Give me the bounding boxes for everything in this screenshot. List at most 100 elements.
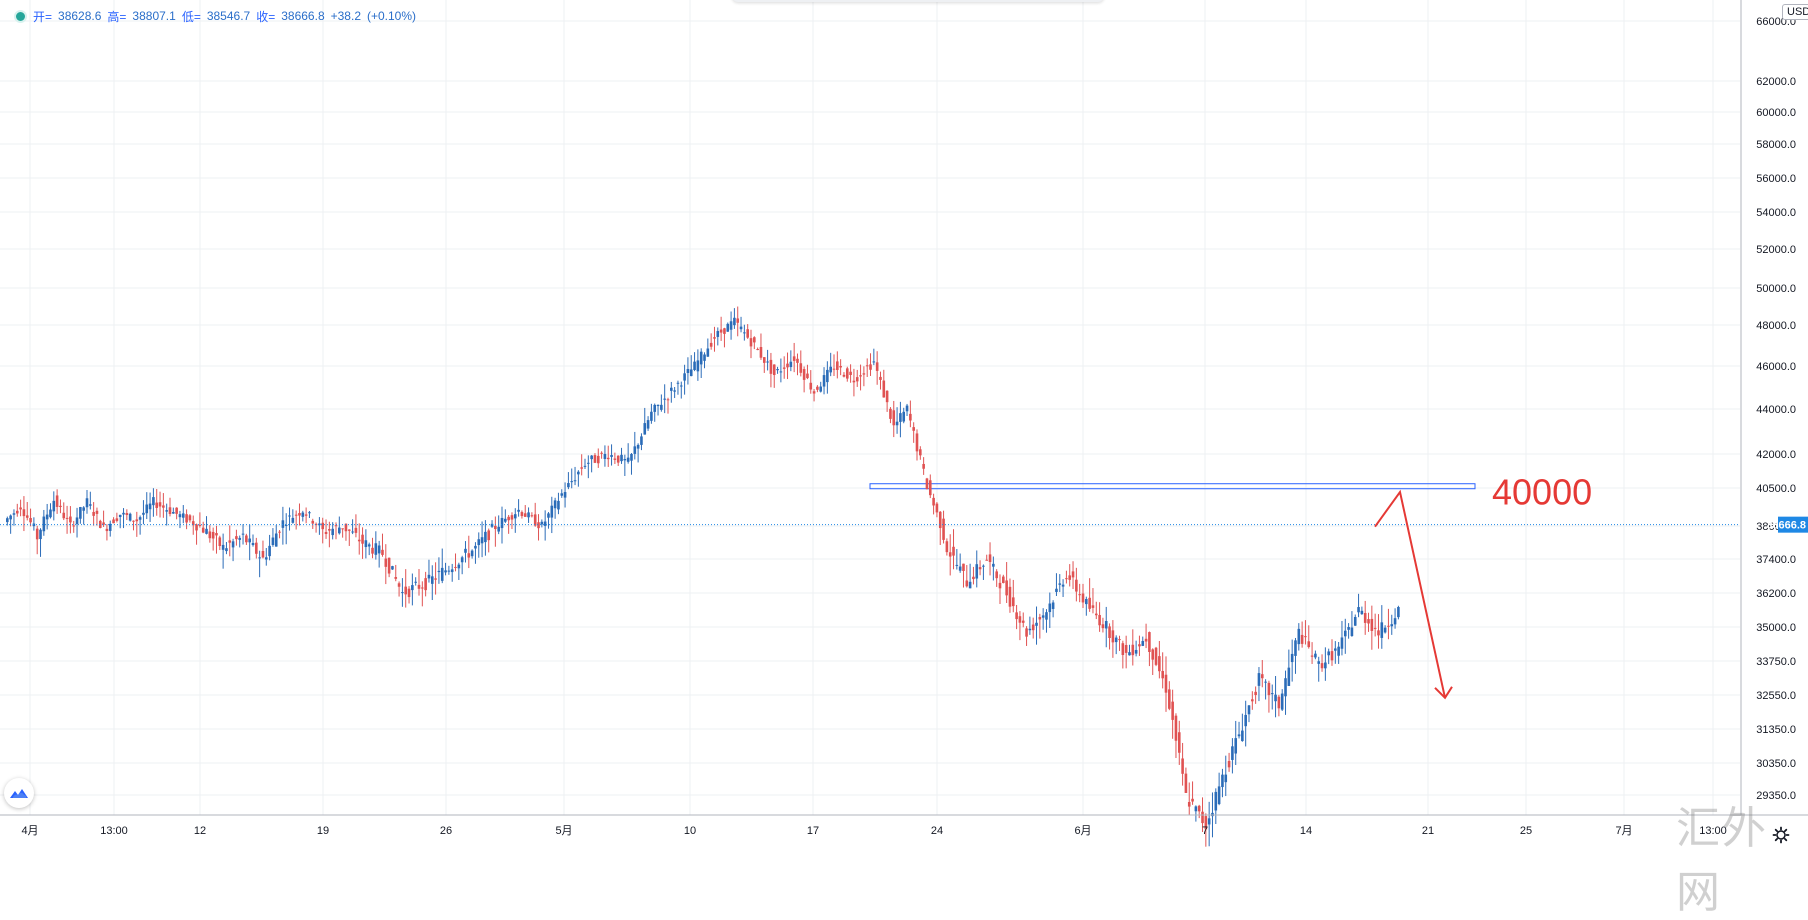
candle-body [281, 520, 285, 528]
candle-down [759, 333, 763, 360]
candle-down [998, 574, 1002, 604]
candle-up [6, 516, 9, 526]
candle-body [248, 538, 251, 543]
candle-body [547, 513, 550, 518]
candle-down [1363, 600, 1367, 635]
candle-body [115, 518, 119, 521]
candle-down [812, 389, 816, 402]
candle-down [1181, 742, 1184, 786]
settings-gear-icon[interactable] [1772, 826, 1790, 844]
candle-up [1327, 648, 1330, 665]
candle-down [328, 521, 331, 548]
candle-body [915, 433, 919, 452]
candle-body [842, 374, 846, 377]
candle-down [494, 516, 497, 547]
x-tick-label: 12 [194, 825, 206, 837]
candle-body [955, 564, 959, 566]
candle-down [215, 525, 218, 554]
top-panel-tab[interactable] [732, 0, 1104, 2]
candle-body [1131, 644, 1135, 656]
candle-up [1393, 608, 1397, 629]
candle-body [1324, 662, 1327, 669]
candle-up [693, 352, 696, 372]
y-tick-label: 32550.0 [1756, 690, 1796, 702]
candle-down [112, 517, 115, 524]
candle-body [689, 369, 693, 377]
candle-up [670, 381, 673, 403]
tradingview-logo-icon[interactable] [4, 778, 34, 808]
candle-body [69, 516, 72, 523]
candle-down [371, 537, 374, 559]
candle-body [776, 369, 779, 371]
candle-down [792, 342, 796, 373]
chart-plot[interactable]: 40000 29350.0 30350.0 31350.0 32550.0 33750.… [0, 0, 1808, 847]
candle-up [699, 348, 703, 378]
candle-down [314, 522, 318, 533]
candle-body [1277, 696, 1281, 709]
candle-down [15, 503, 19, 517]
candle-down [985, 554, 989, 561]
candle-down [62, 502, 66, 521]
candle-up [225, 542, 228, 555]
candle-up [679, 381, 683, 399]
candle-body [1177, 732, 1181, 753]
candle-up [1048, 592, 1052, 629]
candle-up [281, 506, 285, 545]
x-tick-label: 5月 [555, 825, 572, 837]
candle-up [178, 510, 182, 529]
x-tick-label: 10 [684, 825, 696, 837]
candle-body [284, 524, 288, 526]
candle-up [1045, 609, 1048, 633]
watermark-text: 汇外网 [1676, 803, 1768, 918]
candle-body [454, 566, 457, 568]
candle-body [696, 360, 700, 372]
candle-up [1207, 801, 1211, 847]
candle-up [1347, 623, 1350, 639]
candle-body [188, 515, 192, 521]
candle-body [1377, 630, 1380, 636]
candle-body [1161, 670, 1164, 679]
candle-up [447, 565, 451, 575]
candle-up [779, 358, 783, 383]
candle-down [361, 527, 364, 559]
candle-up [733, 308, 736, 329]
candle-up [89, 491, 92, 510]
candle-up [527, 507, 530, 523]
candle-up [1350, 611, 1354, 637]
candle-down [786, 352, 789, 380]
candle-up [653, 403, 657, 422]
y-tick-label: 42000.0 [1756, 449, 1796, 461]
candle-down [1310, 642, 1314, 664]
candle-body [812, 391, 816, 394]
candle-body [693, 361, 696, 371]
candle-body [427, 574, 431, 579]
candle-body [809, 382, 813, 390]
candle-body [288, 515, 291, 517]
candle-body [367, 544, 371, 547]
candle-down [1088, 578, 1091, 612]
candle-down [909, 400, 912, 428]
candle-down [334, 522, 338, 540]
candle-down [1227, 752, 1231, 772]
candle-body [1094, 613, 1098, 616]
candle-body [962, 563, 965, 571]
currency-button[interactable]: USD [1782, 4, 1808, 20]
candle-up [1247, 704, 1251, 723]
candle-body [968, 581, 972, 589]
candle-body [1134, 649, 1138, 654]
price-axis: 29350.0 30350.0 31350.0 32550.0 33750.0 35000… [1740, 0, 1808, 847]
candle-body [494, 525, 497, 530]
candle-down [69, 506, 72, 534]
candle-up [958, 553, 962, 573]
candle-body [381, 549, 384, 555]
candle-body [238, 537, 242, 540]
candle-up [1114, 635, 1118, 655]
candle-down [417, 569, 421, 596]
candle-up [118, 514, 122, 529]
candle-body [1237, 734, 1241, 737]
candle-down [424, 571, 427, 597]
candle-body [593, 455, 597, 463]
candle-body [1111, 630, 1115, 643]
candle-body [85, 498, 89, 508]
candle-body [108, 523, 112, 531]
